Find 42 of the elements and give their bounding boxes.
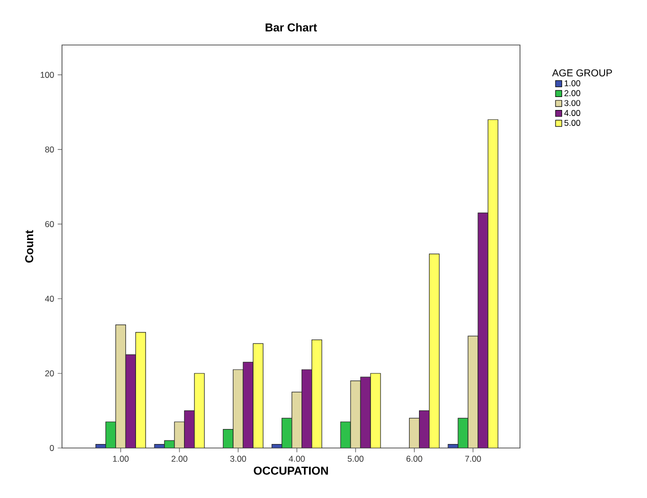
y-tick-label: 20 xyxy=(45,370,54,376)
x-tick-label: 7.00 xyxy=(465,456,481,462)
x-tick-label: 3.00 xyxy=(230,456,246,462)
y-tick-label: 100 xyxy=(40,72,54,78)
y-axis-title: Count xyxy=(25,230,34,263)
bar xyxy=(292,392,302,448)
bar xyxy=(340,422,351,448)
bar xyxy=(302,369,312,448)
y-tick-label: 0 xyxy=(50,445,54,451)
legend-label: 2.00 xyxy=(564,90,580,96)
legend-label: 1.00 xyxy=(564,80,580,86)
bar xyxy=(478,212,488,448)
bar xyxy=(232,369,244,448)
legend-label: 5.00 xyxy=(564,120,580,126)
legend-label: 4.00 xyxy=(564,110,580,116)
bar xyxy=(350,380,361,448)
bar xyxy=(488,119,498,448)
chart-title: Bar Chart xyxy=(266,23,317,32)
bar xyxy=(409,418,420,448)
bar xyxy=(428,254,440,448)
bar xyxy=(418,410,430,448)
legend-label: 3.00 xyxy=(564,100,580,106)
bar xyxy=(125,354,136,448)
x-tick-label: 4.00 xyxy=(288,456,305,462)
x-axis-title: OCCUPATION xyxy=(254,466,328,475)
x-tick-label: 5.00 xyxy=(348,456,364,462)
legend-title: AGE GROUP xyxy=(552,69,612,76)
bar xyxy=(312,339,322,448)
bar xyxy=(222,429,234,448)
y-tick-label: 40 xyxy=(44,296,54,302)
x-tick-label: 6.00 xyxy=(406,456,422,462)
bar xyxy=(105,422,116,448)
y-tick-label: 60 xyxy=(45,221,54,228)
x-tick-label: 1.00 xyxy=(113,456,129,462)
y-tick-label: 80 xyxy=(45,146,54,152)
bar xyxy=(135,332,146,448)
bar xyxy=(194,373,205,448)
bar xyxy=(242,362,254,448)
bar xyxy=(252,343,264,448)
bar xyxy=(115,324,126,448)
x-tick-label: 2.00 xyxy=(172,456,188,462)
bar xyxy=(282,418,292,448)
